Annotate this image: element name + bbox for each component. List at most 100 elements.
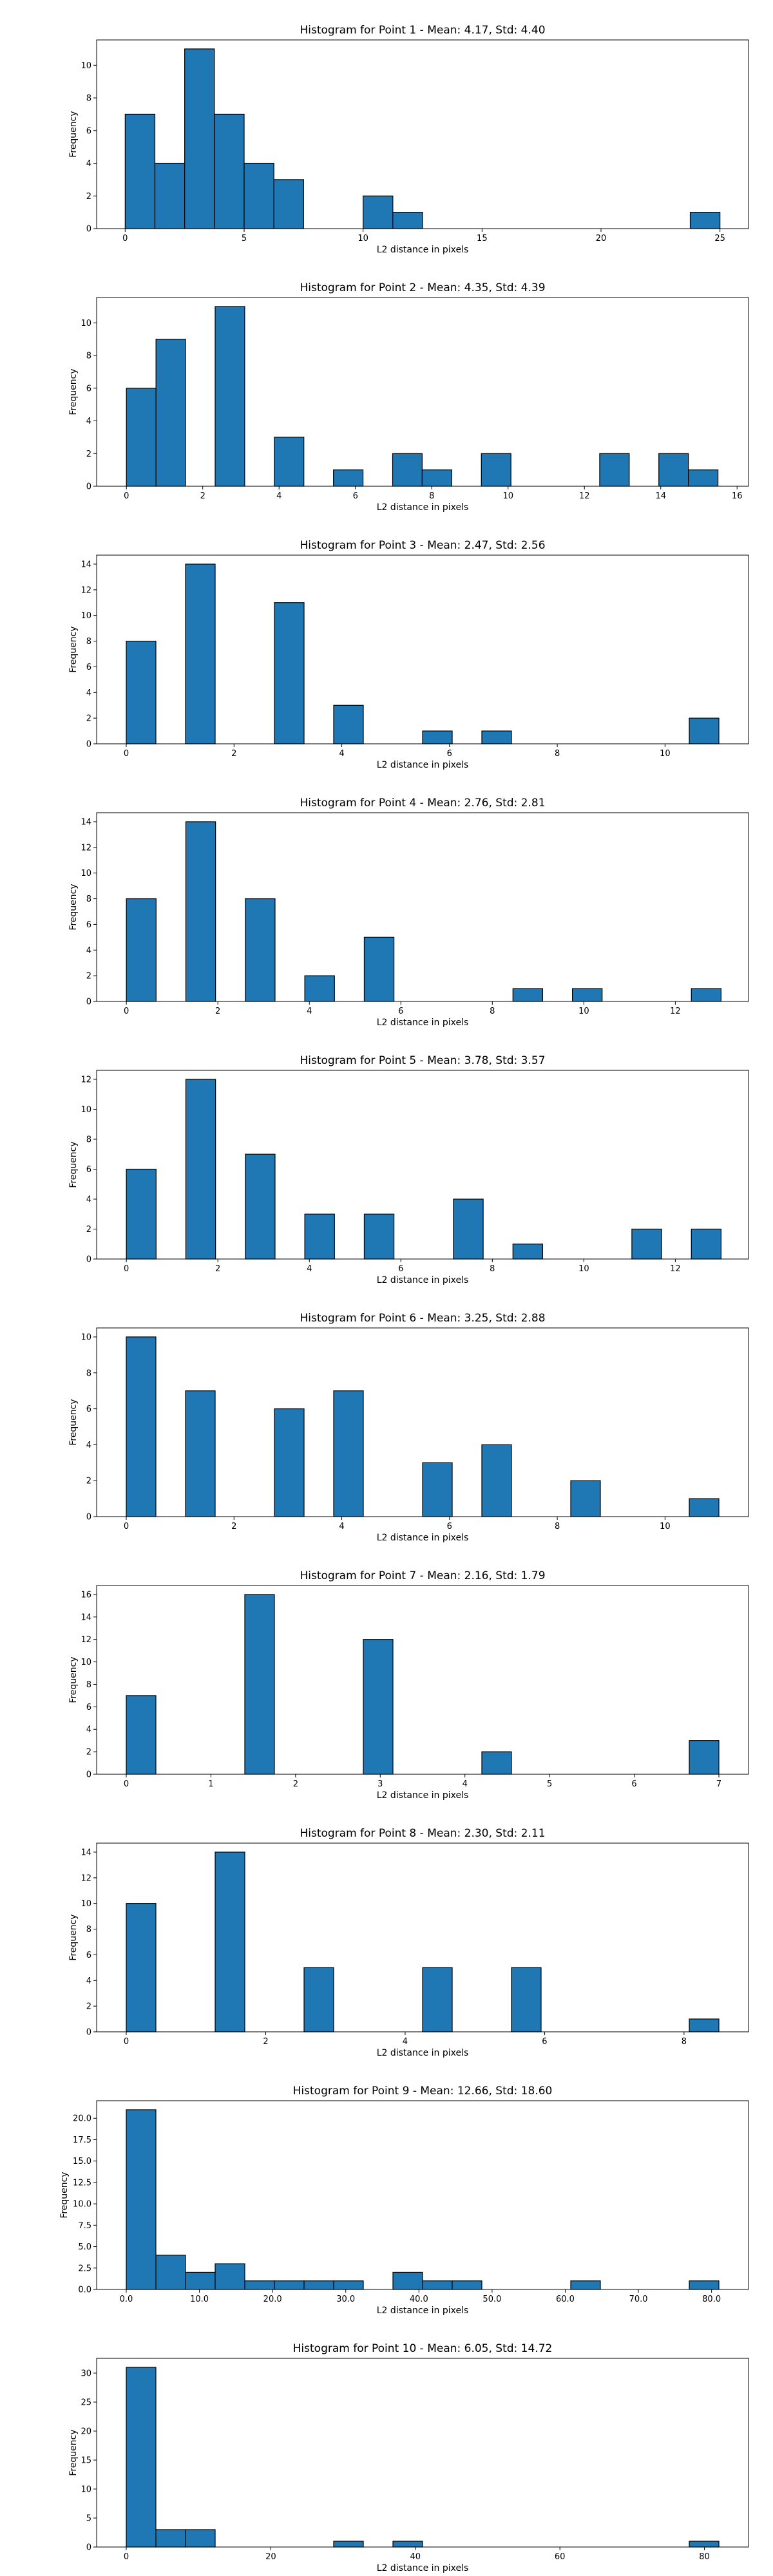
histogram-bar xyxy=(422,1967,453,2032)
histogram-chart-4: Histogram for Point 4 - Mean: 2.76, Std:… xyxy=(68,797,749,1028)
bars xyxy=(126,1852,720,2032)
y-tick-label: 2.5 xyxy=(78,2264,91,2273)
x-tick-label: 4 xyxy=(339,1522,344,1531)
y-axis-label: Frequency xyxy=(68,1656,79,1703)
histogram-chart-2: Histogram for Point 2 - Mean: 4.35, Std:… xyxy=(68,281,749,513)
y-tick-label: 25 xyxy=(81,2398,91,2407)
histogram-bar xyxy=(245,898,276,1002)
y-tick-label: 0 xyxy=(86,740,91,750)
histogram-bar xyxy=(689,1498,720,1517)
y-tick-label: 8 xyxy=(86,1368,91,1378)
histogram-chart-10: Histogram for Point 10 - Mean: 6.05, Std… xyxy=(68,2342,749,2573)
chart-title: Histogram for Point 2 - Mean: 4.35, Std:… xyxy=(300,281,545,294)
histogram-bar xyxy=(155,339,186,487)
axes-frame xyxy=(96,1070,749,1260)
x-tick-label: 10 xyxy=(358,234,368,243)
histogram-bar xyxy=(215,1852,245,2032)
y-tick-label: 2 xyxy=(86,1748,91,1757)
axes-frame xyxy=(96,1327,749,1517)
y-tick-label: 2 xyxy=(86,1225,91,1235)
bars xyxy=(126,2109,720,2290)
y-tick-label: 2 xyxy=(86,1477,91,1486)
x-tick-label: 4 xyxy=(463,1779,468,1789)
x-tick-label: 0.0 xyxy=(120,2295,133,2304)
x-axis: 0 2 4 6 8 10 xyxy=(124,1517,671,1531)
x-axis: 0 2 4 6 8 xyxy=(124,2032,687,2047)
y-tick-label: 4 xyxy=(86,1976,91,1986)
histogram-bar xyxy=(274,2280,305,2290)
x-tick-label: 4 xyxy=(307,1264,312,1274)
y-tick-label: 8 xyxy=(86,1925,91,1935)
y-axis-label: Frequency xyxy=(68,1141,79,1188)
histogram-chart-1: Histogram for Point 1 - Mean: 4.17, Std:… xyxy=(68,24,749,255)
x-axis: 0.0 10.0 20.0 30.0 40.0 50.0 60.0 70.0 80.0 xyxy=(120,2289,721,2304)
y-tick-label: 5 xyxy=(86,2514,91,2523)
x-tick-label: 4 xyxy=(307,1007,312,1016)
x-tick-label: 14 xyxy=(655,491,666,501)
x-axis: 0 2 4 6 8 10 12 xyxy=(124,1001,681,1016)
axes-frame xyxy=(96,1842,749,2032)
histogram-bar xyxy=(481,453,511,487)
histogram-bar xyxy=(274,437,305,487)
y-tick-label: 4 xyxy=(86,1441,91,1450)
x-tick-label: 6 xyxy=(353,491,358,501)
y-tick-label: 6 xyxy=(86,663,91,672)
bars xyxy=(126,1594,720,1775)
y-tick-label: 6 xyxy=(86,1951,91,1960)
bars xyxy=(126,1336,720,1517)
histogram-bar xyxy=(689,1740,720,1775)
x-tick-label: 7 xyxy=(716,1779,721,1789)
x-tick-label: 20 xyxy=(265,2552,276,2562)
x-tick-label: 40.0 xyxy=(410,2295,428,2304)
x-axis-label: L2 distance in pixels xyxy=(377,2306,469,2316)
x-tick-label: 0 xyxy=(124,1522,129,1531)
histogram-bar xyxy=(304,975,335,1002)
x-tick-label: 2 xyxy=(263,2037,268,2047)
y-tick-label: 12 xyxy=(81,843,91,853)
histogram-bar xyxy=(155,2529,186,2548)
histogram-bar xyxy=(303,1967,334,2032)
y-tick-label: 4 xyxy=(86,946,91,956)
x-tick-label: 8 xyxy=(682,2037,687,2047)
histogram-bar xyxy=(274,1408,305,1517)
histogram-bar xyxy=(481,1444,512,1517)
axes-frame xyxy=(96,812,749,1002)
histogram-bar xyxy=(691,1228,721,1260)
y-axis: 0.0 2.5 5.0 7.5 10.0 12.5 15.0 17.5 20.0 xyxy=(73,2114,97,2295)
y-tick-label: 17.5 xyxy=(73,2136,91,2145)
y-tick-label: 4 xyxy=(86,1195,91,1204)
histogram-bar xyxy=(126,1168,157,1260)
histogram-bar xyxy=(481,1751,512,1775)
y-tick-label: 0 xyxy=(86,1513,91,1522)
x-tick-label: 10 xyxy=(578,1007,589,1016)
x-tick-label: 8 xyxy=(490,1007,495,1016)
x-tick-label: 6 xyxy=(447,1522,452,1531)
y-tick-label: 6 xyxy=(86,384,91,393)
histogram-bar xyxy=(363,1639,394,1775)
histogram-bar xyxy=(185,2529,216,2548)
y-axis-label: Frequency xyxy=(59,2172,70,2218)
y-axis: 0 2 4 6 8 10 12 14 xyxy=(81,817,97,1007)
x-tick-label: 6 xyxy=(398,1007,403,1016)
histogram-bar xyxy=(185,564,216,744)
x-tick-label: 10.0 xyxy=(190,2295,209,2304)
histogram-bar xyxy=(689,717,720,744)
chart-title: Histogram for Point 3 - Mean: 2.47, Std:… xyxy=(300,539,545,552)
y-tick-label: 12 xyxy=(81,1635,91,1645)
histogram-bar xyxy=(689,2280,720,2290)
histogram-bar xyxy=(126,1695,157,1775)
x-tick-label: 10 xyxy=(502,491,513,501)
y-tick-label: 8 xyxy=(86,895,91,904)
y-tick-label: 2 xyxy=(86,192,91,202)
x-tick-label: 4 xyxy=(276,491,282,501)
x-tick-label: 20 xyxy=(596,234,607,243)
x-tick-label: 12 xyxy=(670,1264,681,1274)
histogram-bar xyxy=(392,2271,423,2290)
x-tick-label: 10 xyxy=(660,749,671,759)
x-tick-label: 4 xyxy=(403,2037,408,2047)
axes-frame xyxy=(96,297,749,487)
histogram-bar xyxy=(363,936,395,1002)
y-tick-label: 10 xyxy=(81,611,91,621)
y-tick-label: 30 xyxy=(81,2369,91,2378)
